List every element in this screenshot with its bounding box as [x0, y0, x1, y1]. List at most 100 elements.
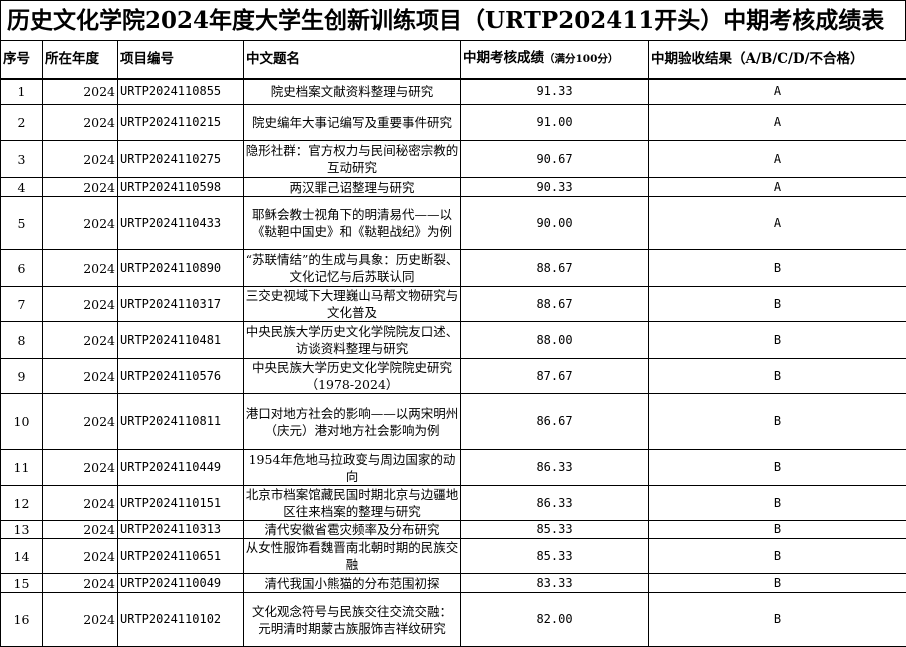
row-result[interactable]: B: [649, 450, 906, 486]
row-score[interactable]: 86.33: [461, 486, 649, 521]
row-result[interactable]: B: [649, 287, 906, 322]
row-title[interactable]: 隐形社群：官方权力与民间秘密宗教的互动研究: [244, 141, 461, 178]
row-title[interactable]: 耶稣会教士视角下的明清易代——以《鞑靼中国史》和《鞑靼战纪》为例: [244, 197, 461, 250]
row-title[interactable]: 1954年危地马拉政变与周边国家的动向: [244, 450, 461, 486]
header-year[interactable]: 所在年度: [43, 41, 118, 79]
row-result[interactable]: A: [649, 178, 906, 197]
row-number[interactable]: 16: [1, 593, 43, 647]
row-number[interactable]: 4: [1, 178, 43, 197]
row-year[interactable]: 2024: [43, 574, 118, 593]
row-year[interactable]: 2024: [43, 322, 118, 359]
row-score[interactable]: 88.67: [461, 287, 649, 322]
row-number[interactable]: 14: [1, 539, 43, 574]
row-title[interactable]: 中央民族大学历史文化学院院史研究（1978-2024）: [244, 359, 461, 394]
row-number[interactable]: 9: [1, 359, 43, 394]
row-code[interactable]: URTP2024110102: [118, 593, 244, 647]
row-year[interactable]: 2024: [43, 250, 118, 287]
header-name[interactable]: 中文题名: [244, 41, 461, 79]
header-result[interactable]: 中期验收结果（A/B/C/D/不合格）: [649, 41, 906, 79]
row-score[interactable]: 86.33: [461, 450, 649, 486]
row-year[interactable]: 2024: [43, 521, 118, 539]
row-code[interactable]: URTP2024110481: [118, 322, 244, 359]
row-number[interactable]: 7: [1, 287, 43, 322]
row-code[interactable]: URTP2024110811: [118, 394, 244, 450]
row-title[interactable]: 三交史视域下大理巍山马帮文物研究与文化普及: [244, 287, 461, 322]
row-code[interactable]: URTP2024110313: [118, 521, 244, 539]
row-title[interactable]: 两汉罪己诏整理与研究: [244, 178, 461, 197]
row-code[interactable]: URTP2024110049: [118, 574, 244, 593]
row-year[interactable]: 2024: [43, 394, 118, 450]
row-year[interactable]: 2024: [43, 79, 118, 105]
row-result[interactable]: A: [649, 105, 906, 141]
row-code[interactable]: URTP2024110576: [118, 359, 244, 394]
header-code[interactable]: 项目编号: [118, 41, 244, 79]
row-year[interactable]: 2024: [43, 450, 118, 486]
row-result[interactable]: B: [649, 322, 906, 359]
row-number[interactable]: 3: [1, 141, 43, 178]
row-result[interactable]: A: [649, 197, 906, 250]
row-code[interactable]: URTP2024110433: [118, 197, 244, 250]
header-score[interactable]: 中期考核成绩（满分100分）: [461, 41, 649, 79]
row-number[interactable]: 11: [1, 450, 43, 486]
row-number[interactable]: 2: [1, 105, 43, 141]
row-result[interactable]: A: [649, 79, 906, 105]
row-title[interactable]: “苏联情结”的生成与具象：历史断裂、文化记忆与后苏联认同: [244, 250, 461, 287]
row-year[interactable]: 2024: [43, 287, 118, 322]
row-score[interactable]: 85.33: [461, 521, 649, 539]
row-score[interactable]: 83.33: [461, 574, 649, 593]
row-score[interactable]: 88.00: [461, 322, 649, 359]
row-result[interactable]: B: [649, 394, 906, 450]
row-title[interactable]: 院史档案文献资料整理与研究: [244, 79, 461, 105]
row-year[interactable]: 2024: [43, 105, 118, 141]
row-code[interactable]: URTP2024110598: [118, 178, 244, 197]
row-result[interactable]: B: [649, 521, 906, 539]
row-score[interactable]: 85.33: [461, 539, 649, 574]
header-no[interactable]: 序号: [1, 41, 43, 79]
row-title[interactable]: 清代安徽省雹灾频率及分布研究: [244, 521, 461, 539]
row-result[interactable]: B: [649, 539, 906, 574]
row-year[interactable]: 2024: [43, 197, 118, 250]
row-year[interactable]: 2024: [43, 539, 118, 574]
row-title[interactable]: 中央民族大学历史文化学院院友口述、访谈资料整理与研究: [244, 322, 461, 359]
row-code[interactable]: URTP2024110317: [118, 287, 244, 322]
row-number[interactable]: 6: [1, 250, 43, 287]
row-title[interactable]: 北京市档案馆藏民国时期北京与边疆地区往来档案的整理与研究: [244, 486, 461, 521]
row-title[interactable]: 院史编年大事记编写及重要事件研究: [244, 105, 461, 141]
row-year[interactable]: 2024: [43, 359, 118, 394]
row-number[interactable]: 1: [1, 79, 43, 105]
row-number[interactable]: 5: [1, 197, 43, 250]
row-code[interactable]: URTP2024110449: [118, 450, 244, 486]
row-score[interactable]: 88.67: [461, 250, 649, 287]
row-year[interactable]: 2024: [43, 486, 118, 521]
row-score[interactable]: 90.00: [461, 197, 649, 250]
row-code[interactable]: URTP2024110275: [118, 141, 244, 178]
row-code[interactable]: URTP2024110151: [118, 486, 244, 521]
row-result[interactable]: B: [649, 250, 906, 287]
row-year[interactable]: 2024: [43, 178, 118, 197]
row-code[interactable]: URTP2024110215: [118, 105, 244, 141]
row-result[interactable]: B: [649, 486, 906, 521]
row-code[interactable]: URTP2024110855: [118, 79, 244, 105]
row-year[interactable]: 2024: [43, 141, 118, 178]
row-number[interactable]: 10: [1, 394, 43, 450]
row-number[interactable]: 8: [1, 322, 43, 359]
row-score[interactable]: 87.67: [461, 359, 649, 394]
row-score[interactable]: 90.33: [461, 178, 649, 197]
row-year[interactable]: 2024: [43, 593, 118, 647]
row-title[interactable]: 清代我国小熊猫的分布范围初探: [244, 574, 461, 593]
row-code[interactable]: URTP2024110651: [118, 539, 244, 574]
row-result[interactable]: B: [649, 574, 906, 593]
row-score[interactable]: 91.00: [461, 105, 649, 141]
row-number[interactable]: 12: [1, 486, 43, 521]
row-code[interactable]: URTP2024110890: [118, 250, 244, 287]
row-result[interactable]: B: [649, 359, 906, 394]
row-title[interactable]: 文化观念符号与民族交往交流交融： 元明清时期蒙古族服饰吉祥纹研究: [244, 593, 461, 647]
row-result[interactable]: B: [649, 593, 906, 647]
row-score[interactable]: 90.67: [461, 141, 649, 178]
row-result[interactable]: A: [649, 141, 906, 178]
row-score[interactable]: 86.67: [461, 394, 649, 450]
row-number[interactable]: 13: [1, 521, 43, 539]
row-score[interactable]: 82.00: [461, 593, 649, 647]
row-number[interactable]: 15: [1, 574, 43, 593]
row-score[interactable]: 91.33: [461, 79, 649, 105]
